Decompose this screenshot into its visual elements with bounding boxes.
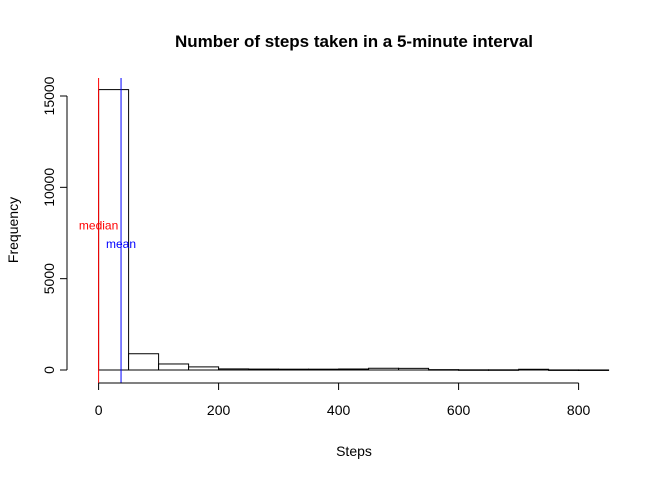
y-tick-label-5000: 5000: [41, 263, 57, 294]
histogram-bar-3: [158, 363, 190, 371]
histogram-bar-17: [578, 369, 610, 371]
y-tick-label-10000: 10000: [41, 168, 57, 207]
histogram-bar-14: [488, 369, 520, 371]
x-tick-label-0: 0: [95, 402, 103, 418]
x-axis-label: Steps: [336, 443, 372, 459]
histogram-bar-15: [518, 368, 550, 371]
histogram-bar-1: [98, 89, 130, 371]
histogram-bar-6: [248, 368, 280, 371]
histogram-bar-9: [338, 368, 370, 371]
x-tick-label-200: 200: [207, 402, 231, 418]
x-tick-label-400: 400: [327, 402, 351, 418]
x-axis: 0 200 400 600 800: [95, 382, 591, 418]
histogram-bar-4: [188, 366, 220, 371]
histogram-bar-12: [428, 369, 460, 371]
annotation-lines-group: median mean: [79, 78, 136, 383]
histogram-bar-13: [458, 369, 490, 371]
y-axis: 0 5000 10000 15000: [41, 76, 68, 374]
mean-label: mean: [106, 237, 136, 251]
histogram-bar-11: [398, 367, 430, 371]
histogram-bar-10: [368, 367, 400, 371]
histogram-bar-7: [278, 368, 310, 371]
histogram-bar-16: [548, 369, 580, 371]
x-tick-label-600: 600: [447, 402, 471, 418]
median-label: median: [79, 219, 118, 233]
bars-group: [98, 89, 610, 371]
x-tick-label-800: 800: [567, 402, 591, 418]
y-tick-label-15000: 15000: [41, 76, 57, 115]
histogram-bar-5: [218, 368, 250, 371]
y-tick-label-0: 0: [41, 366, 57, 374]
chart-title: Number of steps taken in a 5-minute inte…: [175, 32, 533, 51]
histogram-bar-8: [308, 368, 340, 371]
histogram-bar-2: [128, 353, 160, 371]
y-axis-label: Frequency: [5, 197, 21, 263]
